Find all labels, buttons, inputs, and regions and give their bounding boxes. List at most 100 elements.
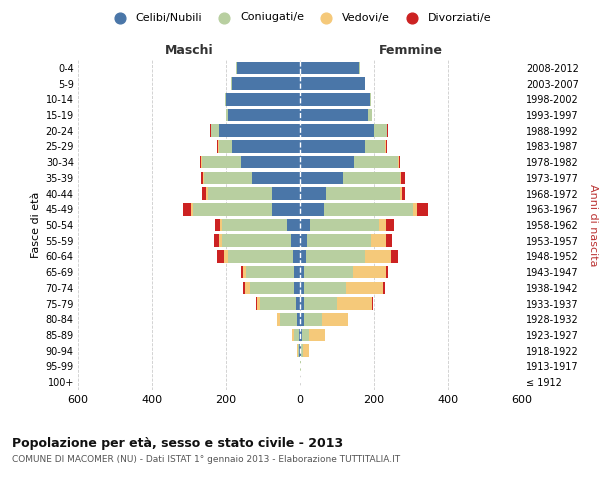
Bar (304, 313, 322, 326)
Bar (292, 328, 294, 342)
Bar (204, 172, 252, 184)
Bar (298, 344, 299, 357)
Bar (203, 172, 204, 184)
Bar (300, 282, 304, 294)
Bar (201, 172, 203, 184)
Bar (223, 218, 287, 232)
Bar (215, 218, 220, 232)
Bar (374, 124, 387, 137)
Bar (379, 218, 386, 232)
Bar (371, 234, 386, 247)
Bar (193, 203, 272, 215)
Text: COMUNE DI MACOMER (NU) - Dati ISTAT 1° gennaio 2013 - Elaborazione TUTTITALIA.IT: COMUNE DI MACOMER (NU) - Dati ISTAT 1° g… (12, 455, 400, 464)
Bar (383, 282, 385, 294)
Bar (353, 266, 386, 278)
Bar (202, 156, 241, 168)
Bar (399, 156, 400, 168)
Bar (296, 298, 300, 310)
Bar (304, 298, 337, 310)
Bar (299, 328, 300, 342)
Bar (295, 282, 300, 294)
Bar (304, 282, 346, 294)
Bar (324, 203, 413, 215)
Bar (413, 203, 416, 215)
Bar (217, 250, 224, 262)
Bar (237, 62, 300, 74)
Bar (416, 203, 428, 215)
Bar (226, 93, 300, 106)
Bar (300, 313, 304, 326)
Bar (300, 172, 343, 184)
Bar (370, 93, 371, 106)
Bar (220, 234, 223, 247)
Bar (322, 313, 348, 326)
Bar (307, 234, 371, 247)
Bar (365, 140, 385, 152)
Bar (225, 93, 226, 106)
Bar (223, 234, 291, 247)
Bar (242, 282, 245, 294)
Y-axis label: Fasce di età: Fasce di età (31, 192, 41, 258)
Bar (245, 282, 250, 294)
Bar (368, 108, 372, 122)
Bar (297, 313, 300, 326)
Bar (300, 328, 302, 342)
Bar (386, 218, 394, 232)
Bar (308, 328, 325, 342)
Bar (402, 188, 406, 200)
Bar (291, 234, 300, 247)
Bar (232, 140, 300, 152)
Bar (277, 313, 280, 326)
Bar (201, 156, 202, 168)
Bar (211, 124, 218, 137)
Bar (372, 298, 373, 310)
Bar (359, 62, 360, 74)
Bar (398, 156, 399, 168)
Bar (250, 282, 295, 294)
Bar (220, 218, 223, 232)
Bar (228, 250, 293, 262)
Bar (300, 140, 365, 152)
Bar (218, 140, 232, 152)
Bar (304, 266, 353, 278)
Bar (326, 188, 400, 200)
Bar (214, 234, 220, 247)
Bar (247, 266, 295, 278)
Bar (228, 108, 300, 122)
Bar (300, 298, 304, 310)
Bar (241, 266, 242, 278)
Text: Femmine: Femmine (379, 44, 443, 58)
Bar (343, 172, 400, 184)
Bar (232, 78, 300, 90)
Text: Maschi: Maschi (164, 44, 214, 58)
Bar (294, 328, 299, 342)
Bar (300, 156, 353, 168)
Bar (256, 298, 257, 310)
Y-axis label: Anni di nascita: Anni di nascita (589, 184, 598, 266)
Bar (191, 203, 193, 215)
Bar (272, 203, 300, 215)
Bar (302, 328, 308, 342)
Bar (385, 140, 386, 152)
Bar (231, 78, 232, 90)
Bar (252, 172, 300, 184)
Bar (184, 203, 191, 215)
Bar (310, 218, 379, 232)
Bar (300, 108, 368, 122)
Legend: Celibi/Nubili, Coniugati/e, Vedovi/e, Divorziati/e: Celibi/Nubili, Coniugati/e, Vedovi/e, Di… (104, 8, 496, 27)
Bar (305, 250, 365, 262)
Bar (280, 313, 297, 326)
Bar (346, 282, 383, 294)
Bar (300, 203, 324, 215)
Bar (218, 124, 300, 137)
Bar (295, 266, 300, 278)
Bar (300, 124, 374, 137)
Bar (202, 188, 206, 200)
Bar (300, 218, 310, 232)
Bar (300, 234, 307, 247)
Bar (400, 172, 401, 184)
Bar (300, 78, 365, 90)
Bar (300, 266, 304, 278)
Bar (236, 62, 237, 74)
Bar (353, 156, 398, 168)
